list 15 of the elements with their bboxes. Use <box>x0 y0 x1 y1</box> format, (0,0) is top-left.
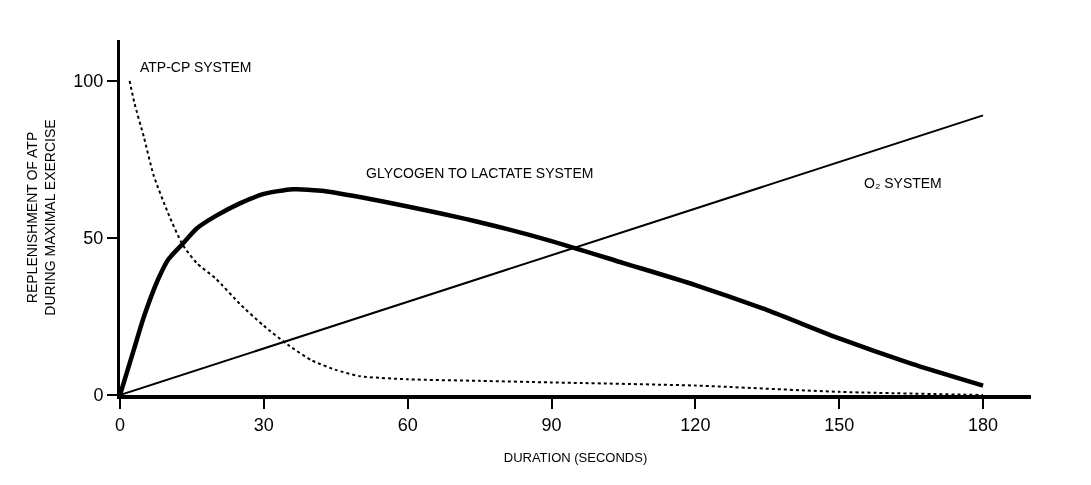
x-tick-label: 150 <box>824 414 855 435</box>
series-label: GLYCOGEN TO LACTATE SYSTEM <box>366 165 594 181</box>
x-tick-label: 90 <box>541 414 562 435</box>
y-tick-label: 50 <box>83 228 104 249</box>
series-label: O₂ SYSTEM <box>864 175 942 191</box>
x-tick-label: 30 <box>253 414 274 435</box>
y-tick-label: 100 <box>73 71 104 92</box>
x-tick-label: 180 <box>968 414 999 435</box>
series-label: ATP-CP SYSTEM <box>140 59 252 75</box>
y-tick-label: 0 <box>93 385 104 406</box>
x-tick-label: 60 <box>397 414 418 435</box>
x-axis-title: DURATION (SECONDS) <box>503 449 648 465</box>
x-tick-label: 0 <box>114 414 126 435</box>
x-tick-label: 120 <box>680 414 711 435</box>
y-axis-title: REPLENISHMENT OF ATP DURING MAXIMAL EXERCISE <box>23 119 58 316</box>
